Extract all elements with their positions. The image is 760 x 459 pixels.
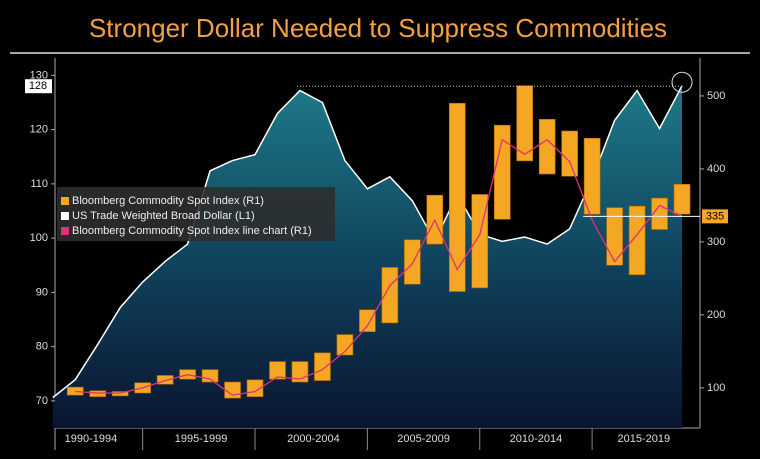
y-tick-label: 80: [36, 341, 48, 353]
range-box: [651, 197, 668, 230]
annotation-box: [702, 209, 728, 224]
area-line: [52, 85, 683, 399]
area-fill: [52, 85, 683, 428]
legend-swatch: [61, 212, 69, 220]
range-box: [606, 207, 623, 266]
legend: Bloomberg Commodity Spot Index (R1) US Tr…: [57, 187, 335, 241]
range-box: [269, 361, 286, 380]
annotation-label: 335: [706, 210, 724, 222]
x-tick-label: 2000-2004: [287, 433, 340, 445]
x-tick-label: 2010-2014: [510, 433, 563, 445]
range-box: [314, 352, 331, 381]
range-box: [538, 119, 556, 175]
range-box: [673, 183, 691, 215]
y2-tick-label: 300: [707, 236, 725, 248]
range-box: [583, 137, 601, 215]
x-tick-label: 1995-1999: [175, 433, 228, 445]
annotation-label: 128: [29, 80, 47, 92]
legend-box: [57, 187, 335, 241]
y2-tick-label: 200: [707, 309, 725, 321]
x-tick-label: 2015-2019: [618, 433, 671, 445]
range-box: [404, 239, 421, 285]
y-tick-label: 90: [36, 286, 48, 298]
range-box: [628, 205, 646, 276]
y-tick-label: 130: [30, 69, 48, 81]
y-tick-label: 100: [30, 232, 48, 244]
range-box: [66, 386, 84, 396]
range-box: [561, 130, 578, 177]
y-tick-label: 120: [30, 124, 48, 136]
range-box: [359, 309, 376, 332]
range-box: [156, 375, 174, 385]
range-box: [448, 102, 466, 292]
y-tick-label: 70: [36, 395, 48, 407]
y2-tick-label: 100: [707, 382, 725, 394]
y-tick-label: 110: [30, 178, 48, 190]
legend-swatch: [61, 197, 69, 205]
range-box: [201, 369, 219, 383]
x-tick-label: 1990-1994: [65, 433, 118, 445]
annotation-box: [25, 79, 52, 94]
legend-label: Bloomberg Commodity Spot Index line char…: [72, 225, 312, 237]
range-box: [336, 334, 354, 356]
legend-label: Bloomberg Commodity Spot Index (R1): [72, 195, 264, 207]
legend-label: US Trade Weighted Broad Dollar (L1): [72, 210, 255, 222]
y2-tick-label: 400: [707, 163, 725, 175]
range-box: [89, 390, 107, 397]
y2-tick-label: 500: [707, 90, 725, 102]
legend-swatch: [61, 227, 69, 235]
x-tick-label: 2005-2009: [397, 433, 450, 445]
range-box: [111, 391, 129, 397]
highlight-circle: [671, 71, 693, 93]
line: [75, 138, 683, 396]
chart-title: Stronger Dollar Needed to Suppress Commo…: [89, 13, 667, 43]
range-box: [516, 85, 534, 162]
